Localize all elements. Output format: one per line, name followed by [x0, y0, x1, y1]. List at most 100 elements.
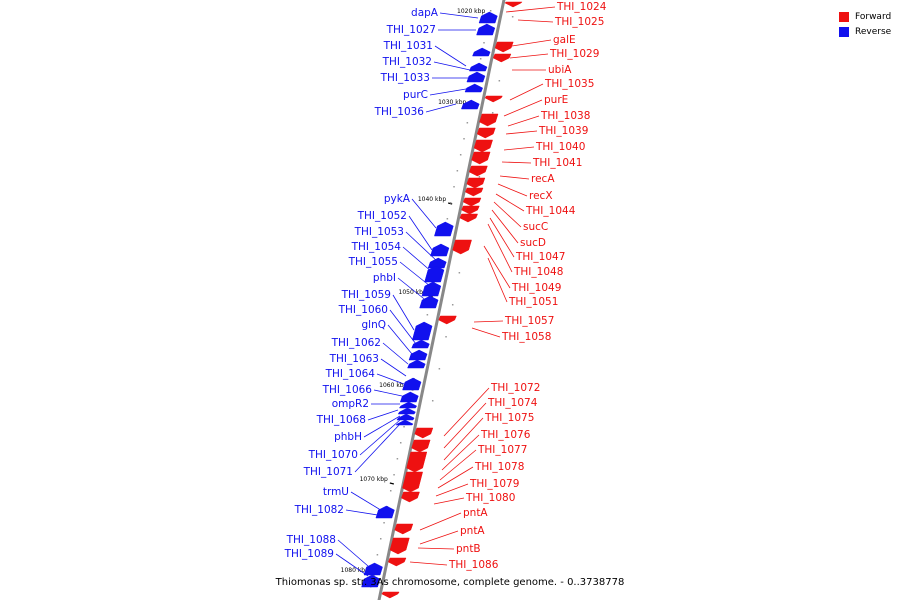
dot: [376, 554, 379, 556]
reverse-gene-label-thi-1062: THI_1062: [331, 337, 381, 349]
forward-gene-leader: [497, 183, 528, 197]
forward-gene-block: [461, 205, 480, 215]
reverse-gene-leader: [337, 539, 369, 567]
dot: [379, 538, 382, 540]
dot: [446, 218, 449, 220]
forward-gene-block: [381, 591, 400, 599]
forward-gene-leader: [505, 130, 538, 135]
tick-label: 1060 kbp: [379, 382, 407, 389]
reverse-gene-block: [466, 71, 486, 83]
reverse-gene-block: [427, 257, 447, 269]
dot: [456, 170, 459, 172]
reverse-gene-label-thi-1064: THI_1064: [325, 368, 376, 380]
tick-label: 1030 kbp: [438, 99, 466, 106]
reverse-gene-block: [402, 377, 422, 391]
reverse-gene-leader: [399, 261, 431, 287]
reverse-gene-block: [408, 349, 428, 361]
reverse-gene-block: [478, 11, 498, 24]
legend-label-forward: Forward: [855, 11, 892, 22]
reverse-gene-label-thi-1053: THI_1053: [354, 226, 404, 238]
reverse-gene-block: [476, 23, 496, 36]
forward-gene-block: [476, 127, 496, 139]
forward-gene-leader: [489, 217, 515, 258]
reverse-gene-leader: [389, 309, 417, 345]
reverse-gene-label-thi-1055: THI_1055: [348, 256, 398, 268]
forward-gene-label-thi-1024: THI_1024: [556, 1, 607, 13]
reverse-gene-leader: [359, 419, 401, 456]
reverse-gene-label-pyka: pykA: [384, 193, 411, 205]
forward-gene-block: [406, 451, 428, 473]
reverse-gene-label-ompr2: ompR2: [332, 398, 369, 410]
forward-gene-label-thi-1072: THI_1072: [490, 382, 540, 394]
forward-gene-label-thi-1041: THI_1041: [532, 157, 582, 169]
reverse-gene-label-thi-1068: THI_1068: [316, 414, 366, 426]
reverse-gene-block: [396, 413, 415, 421]
forward-gene-label-thi-1038: THI_1038: [540, 110, 590, 122]
forward-gene-leader: [473, 320, 504, 323]
dot: [489, 10, 492, 12]
forward-gene-leader: [487, 257, 508, 303]
forward-gene-block: [479, 113, 499, 127]
dot: [426, 314, 429, 316]
reverse-gene-block: [411, 339, 430, 349]
forward-gene-leader: [419, 530, 459, 545]
forward-gene-leader: [417, 547, 455, 550]
dot: [451, 304, 454, 306]
forward-gene-leader: [443, 417, 484, 461]
reverse-gene-leader: [367, 409, 399, 421]
dot: [458, 272, 461, 274]
forward-gene-block: [471, 151, 491, 165]
forward-gene-leader: [483, 245, 511, 289]
reverse-gene-block: [469, 62, 488, 72]
dot: [399, 442, 402, 444]
forward-gene-block: [459, 213, 478, 223]
forward-gene-leader: [491, 209, 519, 244]
forward-gene-label-thi-1086: THI_1086: [448, 559, 499, 571]
reverse-gene-leader: [397, 277, 429, 303]
forward-gene-label-thi-1079: THI_1079: [469, 478, 519, 490]
forward-gene-leader: [419, 512, 462, 531]
dot: [445, 336, 447, 338]
reverse-gene-leader: [429, 87, 473, 96]
forward-gene-label-ubia: ubiA: [548, 64, 572, 76]
reverse-gene-block: [461, 99, 480, 110]
reverse-gene-blocks: [361, 11, 498, 588]
reverse-gene-label-thi-1027: THI_1027: [386, 24, 436, 36]
reverse-gene-block: [421, 281, 442, 297]
forward-gene-label-thi-1078: THI_1078: [474, 461, 524, 473]
forward-gene-block: [394, 523, 414, 535]
forward-gene-label-gale: galE: [553, 34, 576, 46]
forward-gene-leader: [495, 193, 525, 212]
legend-item-forward: Forward: [839, 9, 891, 24]
forward-gene-block: [388, 557, 407, 567]
tick-label: 1040 kbp: [418, 196, 446, 203]
forward-gene-leader: [439, 449, 477, 481]
forward-gene-label-thi-1075: THI_1075: [484, 412, 534, 424]
reverse-gene-block: [407, 359, 426, 369]
reverse-gene-block: [397, 407, 416, 415]
reverse-gene-leader: [363, 415, 401, 438]
reverse-gene-block: [412, 321, 433, 341]
reverse-gene-leader: [387, 324, 413, 355]
reverse-gene-leader: [405, 231, 439, 263]
forward-gene-leader: [409, 561, 448, 566]
forward-gene-label-thi-1048: THI_1048: [513, 266, 563, 278]
forward-gene-label-reca: recA: [531, 173, 555, 185]
tick-mark: [389, 482, 395, 485]
reverse-gene-block: [430, 243, 450, 257]
forward-gene-label-thi-1025: THI_1025: [554, 16, 604, 28]
reverse-gene-leader: [382, 342, 409, 365]
reverse-gene-leader: [402, 246, 433, 273]
forward-gene-label-thi-1051: THI_1051: [508, 296, 558, 308]
forward-gene-leader: [433, 497, 465, 505]
reverse-gene-label-phbi: phbI: [373, 272, 396, 284]
forward-gene-leader: [441, 434, 480, 471]
dot: [453, 186, 455, 188]
reverse-gene-leader: [433, 61, 471, 71]
reverse-gene-label-thi-1063: THI_1063: [329, 353, 379, 365]
reverse-gene-block: [375, 505, 395, 519]
reverse-swatch: [839, 26, 849, 37]
forward-gene-label-pnta: pntA: [460, 525, 485, 537]
forward-gene-leader: [437, 466, 474, 489]
forward-gene-block: [389, 537, 410, 555]
